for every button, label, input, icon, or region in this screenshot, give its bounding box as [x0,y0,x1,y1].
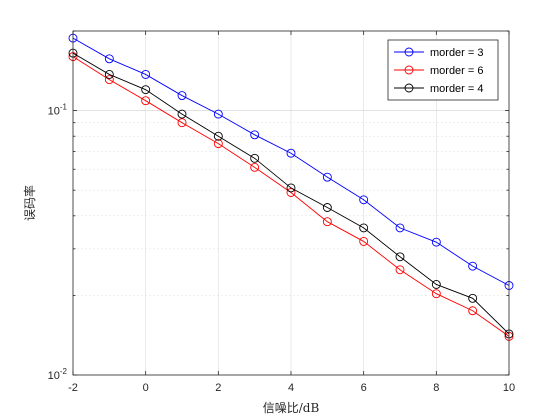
data-point [322,217,332,227]
data-point [177,91,187,100]
x-tick-label: 10 [503,382,515,394]
data-point [104,54,114,64]
data-point [141,85,151,95]
data-point [213,139,223,149]
series-line [72,37,510,286]
data-point [250,130,260,140]
x-tick-label: 6 [361,382,367,394]
x-tick-label: 2 [215,382,221,394]
legend-marker [404,65,414,75]
data-point [468,306,478,316]
data-point [395,223,405,233]
legend-label: morder = 6 [430,65,484,77]
data-point [213,131,223,141]
data-point [395,265,405,275]
x-tick-label: 4 [288,382,294,394]
data-point [468,261,478,271]
data-point [431,289,441,299]
axis-ticks: -2 0 2 4 6 8 10 10-2 10-1 [48,30,515,394]
y-tick-label: 10-2 [48,367,68,382]
data-point [141,69,151,79]
data-point [104,69,114,79]
data-point [359,236,369,246]
data-point [286,188,296,197]
data-point [431,237,441,247]
legend-marker [404,83,414,93]
data-point [104,75,114,85]
data-point [359,195,369,205]
data-point [286,148,296,158]
data-point [213,109,223,119]
data-point [322,203,332,212]
series-line [72,56,510,337]
x-tick-label: -2 [68,382,78,394]
data-point [177,118,187,128]
data-point [141,96,151,106]
data-point [177,109,187,119]
series-line [72,52,510,335]
legend-label: morder = 4 [430,83,484,95]
data-point [286,183,296,193]
data-point [250,162,260,172]
legend-marker [404,47,414,57]
x-tick-label: 0 [143,382,149,394]
data-point [431,280,441,289]
data-point [359,223,369,233]
data-point [468,293,478,303]
x-tick-label: 8 [433,382,439,394]
data-point [395,252,405,262]
y-tick-label: 10-1 [48,103,68,118]
data-point [322,172,332,182]
legend: morder = 3 morder = 6 morder = 4 [387,39,499,101]
data-point [250,153,260,163]
x-axis-label: 信噪比/dB [263,401,320,415]
legend-label: morder = 3 [430,47,484,59]
y-axis-label: 误码率 [22,185,37,221]
